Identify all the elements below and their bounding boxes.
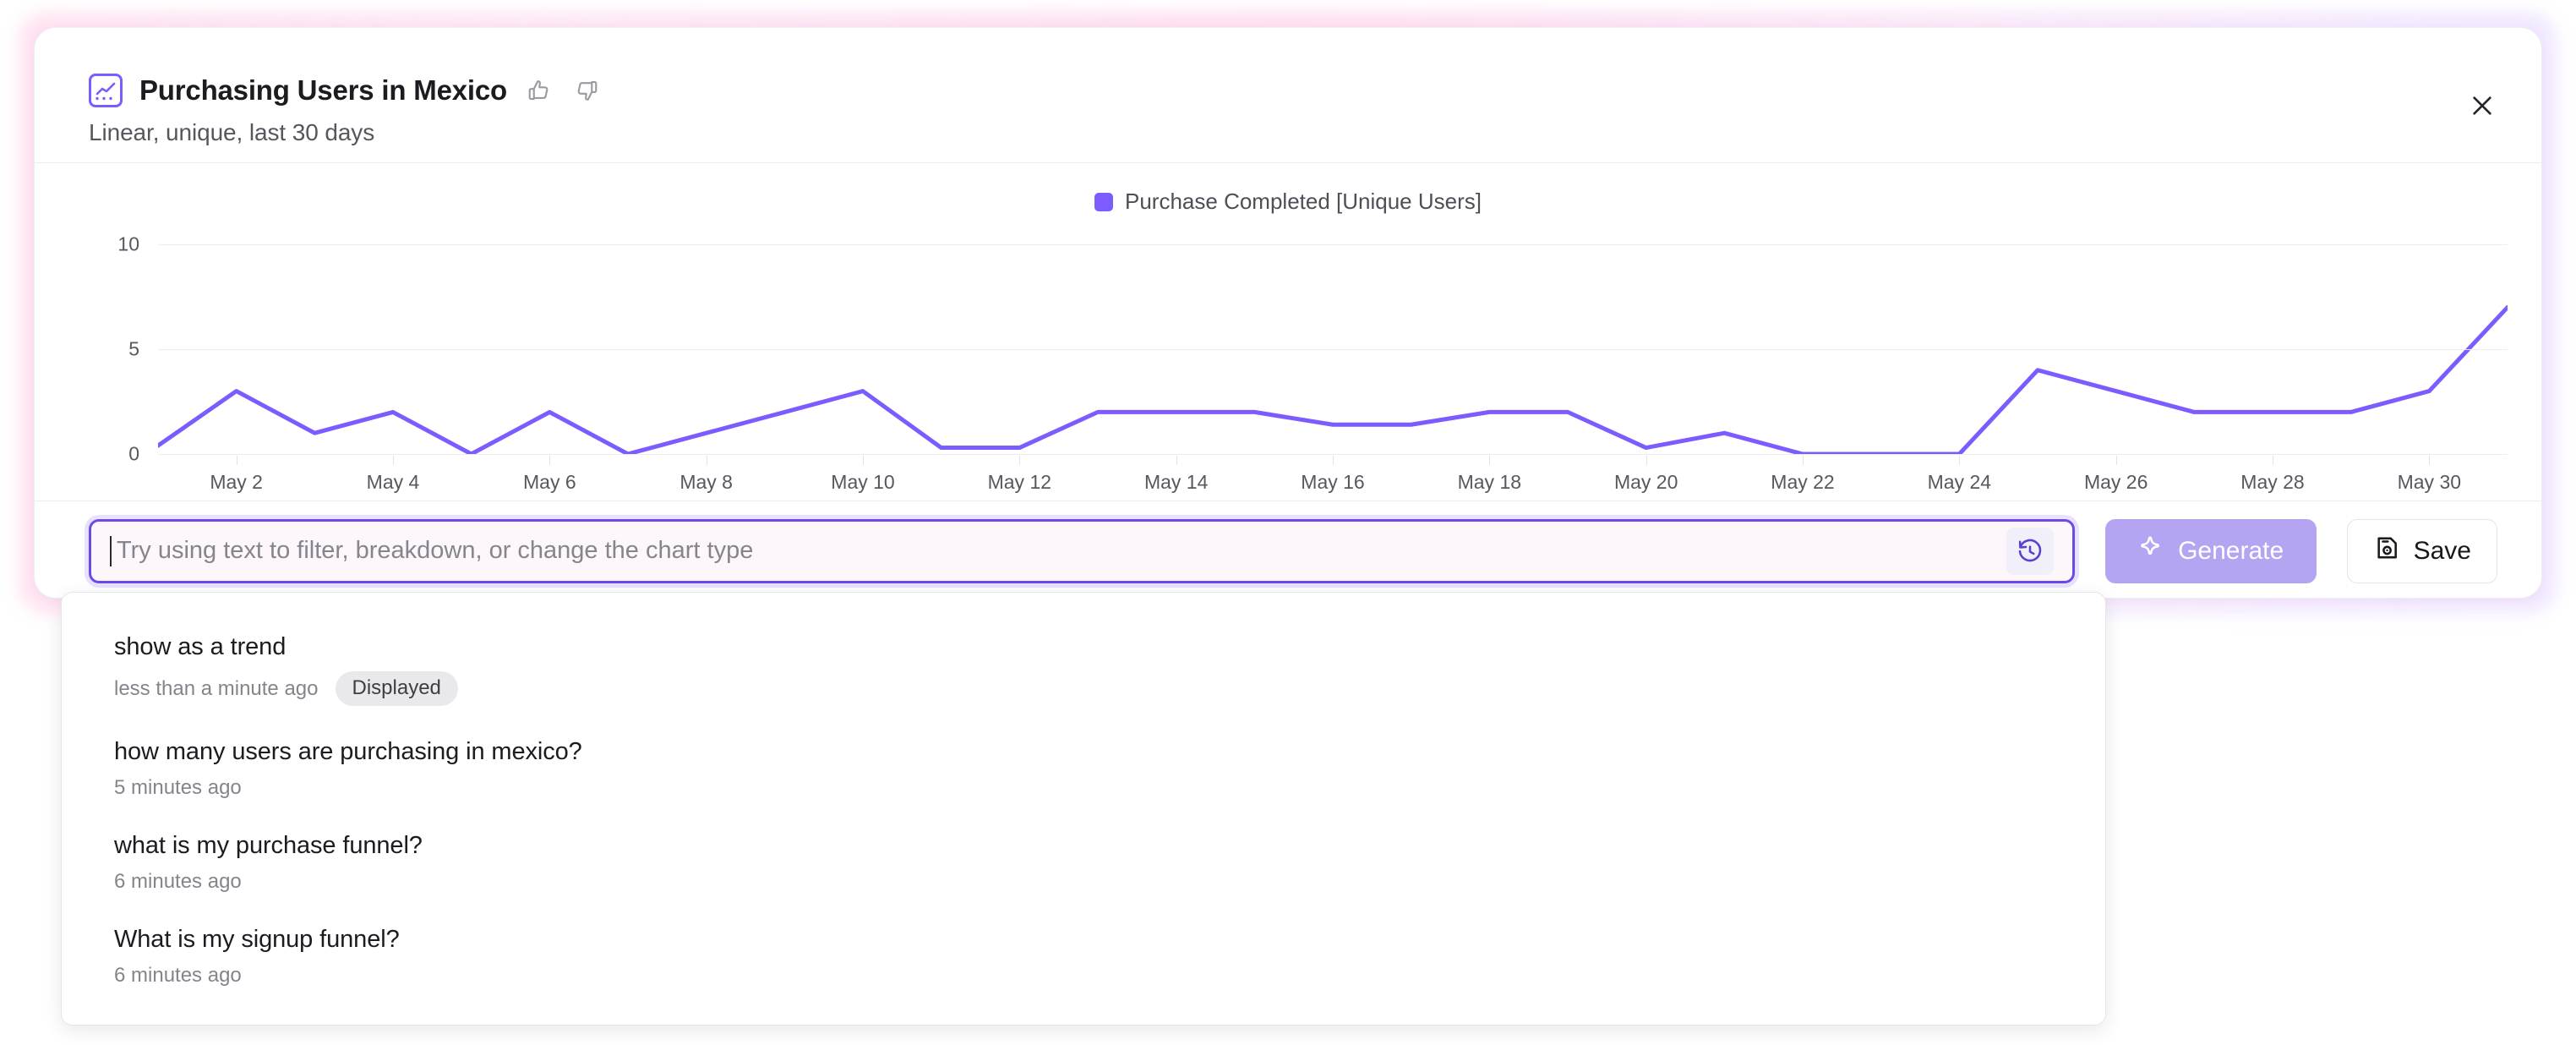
generate-button-label: Generate	[2178, 536, 2284, 565]
save-button[interactable]: Save	[2346, 518, 2497, 583]
insight-card: Purchasing Users in Mexico Linear, uniqu…	[34, 27, 2542, 599]
x-axis-tick	[863, 456, 864, 465]
x-axis-tick-label: May 2	[210, 471, 263, 493]
chart-body: Purchase Completed [Unique Users] 0 5 10 Ma…	[35, 163, 2541, 501]
history-item-timestamp: 6 minutes ago	[114, 964, 242, 987]
x-axis-tick-label: May 12	[987, 471, 1052, 493]
generate-button[interactable]: Generate	[2104, 518, 2317, 583]
x-axis-tick	[2115, 456, 2117, 465]
history-item-query: What is my signup funnel?	[114, 926, 400, 953]
x-axis-tick-label: May 8	[679, 471, 733, 493]
history-item-meta: 5 minutes ago	[114, 776, 2053, 800]
title-row: Purchasing Users in Mexico	[89, 72, 2541, 109]
chart-legend: Purchase Completed [Unique Users]	[35, 189, 2541, 215]
chart-gridline	[158, 349, 2508, 350]
history-item-query: how many users are purchasing in mexico?	[114, 738, 582, 765]
x-axis-tick-label: May 22	[1771, 471, 1835, 493]
history-item-query: show as a trend	[114, 633, 287, 660]
x-axis-tick-label: May 6	[523, 471, 576, 493]
x-axis-tick-label: May 14	[1143, 471, 1209, 493]
page-title: Purchasing Users in Mexico	[139, 74, 507, 106]
x-axis-tick	[1645, 456, 1647, 465]
history-list-item[interactable]: what is my purchase funnel? 6 minutes ago	[62, 815, 2105, 909]
history-list-item[interactable]: What is my signup funnel? 6 minutes ago	[62, 909, 2105, 1003]
legend-swatch	[1094, 192, 1113, 211]
history-item-meta: less than a minute ago Displayed	[114, 671, 2053, 706]
x-axis-tick-label: May 30	[2397, 471, 2462, 493]
status-badge: Displayed	[335, 671, 458, 706]
history-item-meta: 6 minutes ago	[114, 870, 2053, 894]
text-caret	[110, 535, 112, 566]
x-axis-tick-label: May 28	[2240, 471, 2305, 493]
history-item-query: what is my purchase funnel?	[114, 832, 423, 859]
x-axis-tick-label: May 26	[2083, 471, 2148, 493]
y-axis-tick-label: 0	[128, 442, 139, 465]
x-axis-tick-label: May 18	[1457, 471, 1522, 493]
history-list-item[interactable]: how many users are purchasing in mexico?…	[62, 721, 2105, 815]
x-axis-tick-label: May 16	[1301, 471, 1365, 493]
history-dropdown: show as a trend less than a minute ago Dis…	[61, 592, 2106, 1026]
x-axis-tick-label: May 4	[366, 471, 420, 493]
x-axis-tick	[1176, 456, 1177, 465]
save-button-label: Save	[2413, 536, 2471, 565]
x-axis-tick-label: May 24	[1927, 471, 1992, 493]
chart-gridline	[158, 454, 2508, 455]
x-axis-tick-label: May 10	[831, 471, 895, 493]
card-header: Purchasing Users in Mexico Linear, uniqu…	[35, 28, 2541, 163]
history-list-item[interactable]: show as a trend less than a minute ago Dis…	[62, 616, 2105, 721]
card-subtitle: Linear, unique, last 30 days	[89, 119, 375, 145]
history-clock-icon[interactable]	[2006, 527, 2054, 575]
y-axis-tick-label: 10	[117, 233, 139, 255]
x-axis-tick	[393, 456, 394, 465]
thumbs-down-icon[interactable]	[571, 75, 602, 106]
x-axis-tick-label: May 20	[1613, 471, 1678, 493]
x-axis-tick	[1803, 456, 1804, 465]
sparkle-icon	[2137, 534, 2164, 568]
history-item-timestamp: 6 minutes ago	[114, 870, 242, 893]
line-chart-icon	[89, 74, 123, 107]
search-input[interactable]	[112, 521, 2006, 581]
x-axis-tick	[1959, 456, 1961, 465]
x-axis-tick	[2429, 456, 2431, 465]
chart-series-line	[158, 304, 2508, 454]
chart-line-svg	[158, 304, 2508, 454]
save-disk-icon	[2373, 534, 2400, 568]
history-item-timestamp: 5 minutes ago	[114, 776, 242, 799]
thumbs-up-icon[interactable]	[524, 75, 554, 106]
chart-gridline	[158, 244, 2508, 245]
y-axis-tick-label: 5	[128, 337, 139, 360]
close-icon[interactable]	[2465, 89, 2499, 123]
x-axis-tick	[1489, 456, 1491, 465]
legend-label: Purchase Completed [Unique Users]	[1125, 189, 1482, 214]
prompt-row: Generate Save	[35, 502, 2541, 599]
plot-area: 0 5 10 May 2 May 4 May 6 May 8 May 10 May 12 May …	[117, 233, 2508, 493]
x-axis-tick	[549, 456, 551, 465]
history-item-timestamp: less than a minute ago	[114, 676, 319, 700]
history-item-meta: 6 minutes ago	[114, 964, 2053, 988]
x-axis-tick	[1333, 456, 1334, 465]
prompt-input-container[interactable]	[89, 518, 2075, 583]
x-axis-tick	[1019, 456, 1021, 465]
